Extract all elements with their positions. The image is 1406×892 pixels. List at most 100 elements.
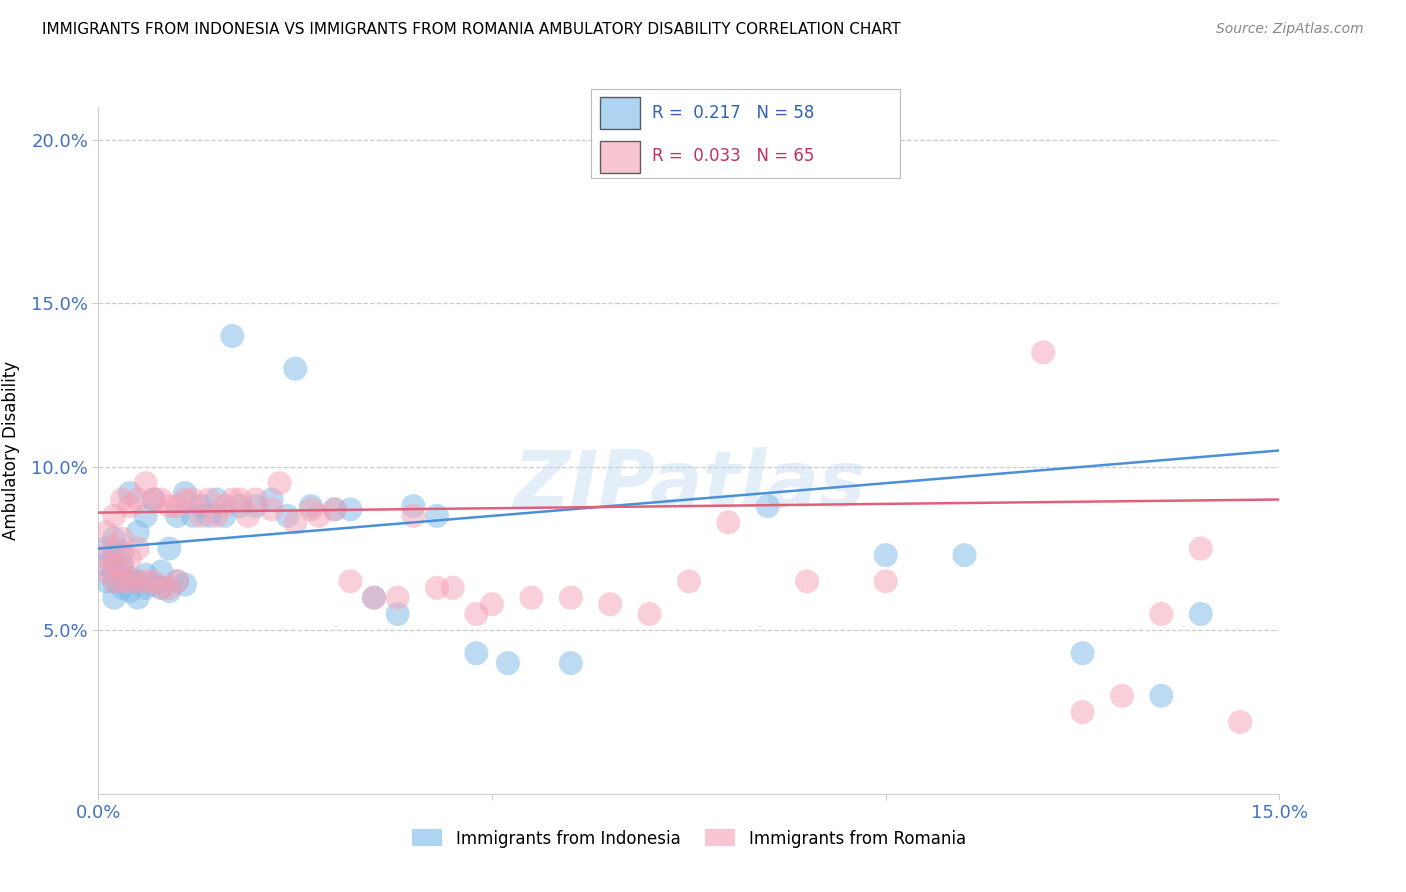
Point — [103, 541, 125, 556]
Point — [181, 508, 204, 523]
Point — [111, 567, 134, 582]
Point — [111, 574, 134, 589]
Point — [1150, 607, 1173, 621]
Text: R =  0.033   N = 65: R = 0.033 N = 65 — [652, 147, 814, 165]
Point — [796, 574, 818, 589]
Point — [150, 492, 173, 507]
Point — [465, 646, 488, 660]
Text: IMMIGRANTS FROM INDONESIA VS IMMIGRANTS FROM ROMANIA AMBULATORY DISABILITY CORRE: IMMIGRANTS FROM INDONESIA VS IMMIGRANTS … — [42, 22, 901, 37]
Point — [387, 591, 409, 605]
Point — [323, 502, 346, 516]
Point — [214, 499, 236, 513]
Point — [560, 656, 582, 670]
Point — [284, 361, 307, 376]
Point — [363, 591, 385, 605]
Point — [111, 532, 134, 546]
Point — [135, 567, 157, 582]
Point — [103, 574, 125, 589]
Point — [174, 577, 197, 591]
Point — [190, 499, 212, 513]
Y-axis label: Ambulatory Disability: Ambulatory Disability — [1, 361, 20, 540]
Point — [236, 508, 259, 523]
Point — [103, 508, 125, 523]
Point — [174, 492, 197, 507]
Point — [339, 574, 361, 589]
Point — [166, 574, 188, 589]
Point — [299, 499, 322, 513]
Point — [118, 584, 141, 599]
Point — [118, 574, 141, 589]
Point — [1189, 541, 1212, 556]
Point — [245, 499, 267, 513]
Point — [190, 508, 212, 523]
Point — [1150, 689, 1173, 703]
Legend: Immigrants from Indonesia, Immigrants from Romania: Immigrants from Indonesia, Immigrants fr… — [405, 822, 973, 855]
Point — [111, 492, 134, 507]
FancyBboxPatch shape — [600, 97, 640, 129]
Point — [174, 486, 197, 500]
Point — [103, 532, 125, 546]
Point — [269, 476, 291, 491]
Point — [363, 591, 385, 605]
Point — [127, 492, 149, 507]
Point — [166, 574, 188, 589]
Point — [150, 581, 173, 595]
Point — [103, 551, 125, 566]
Point — [111, 581, 134, 595]
Point — [135, 574, 157, 589]
Point — [465, 607, 488, 621]
Point — [157, 581, 180, 595]
Point — [127, 525, 149, 540]
Point — [299, 502, 322, 516]
Point — [118, 571, 141, 585]
Point — [157, 584, 180, 599]
Point — [96, 525, 118, 540]
Point — [756, 499, 779, 513]
Point — [157, 499, 180, 513]
Point — [426, 508, 449, 523]
Point — [127, 574, 149, 589]
Point — [599, 597, 621, 611]
Point — [387, 607, 409, 621]
Point — [96, 548, 118, 562]
Point — [1189, 607, 1212, 621]
Point — [96, 574, 118, 589]
Point — [142, 492, 165, 507]
Point — [441, 581, 464, 595]
Point — [127, 574, 149, 589]
Point — [135, 581, 157, 595]
Point — [426, 581, 449, 595]
Point — [96, 565, 118, 579]
Point — [481, 597, 503, 611]
Point — [402, 508, 425, 523]
Point — [96, 541, 118, 556]
Point — [157, 541, 180, 556]
Point — [118, 486, 141, 500]
Point — [103, 565, 125, 579]
Point — [142, 574, 165, 589]
Point — [245, 492, 267, 507]
Point — [260, 502, 283, 516]
Point — [96, 558, 118, 572]
Point — [221, 329, 243, 343]
Point — [1032, 345, 1054, 359]
Point — [118, 551, 141, 566]
Point — [103, 558, 125, 572]
Point — [638, 607, 661, 621]
Point — [150, 565, 173, 579]
Point — [197, 508, 219, 523]
Point — [103, 591, 125, 605]
Point — [875, 548, 897, 562]
Point — [181, 492, 204, 507]
Text: Source: ZipAtlas.com: Source: ZipAtlas.com — [1216, 22, 1364, 37]
Point — [520, 591, 543, 605]
Point — [214, 508, 236, 523]
Point — [1229, 714, 1251, 729]
Point — [496, 656, 519, 670]
Point — [221, 492, 243, 507]
Point — [308, 508, 330, 523]
Point — [1071, 705, 1094, 719]
Point — [205, 508, 228, 523]
Point — [1111, 689, 1133, 703]
Point — [118, 499, 141, 513]
